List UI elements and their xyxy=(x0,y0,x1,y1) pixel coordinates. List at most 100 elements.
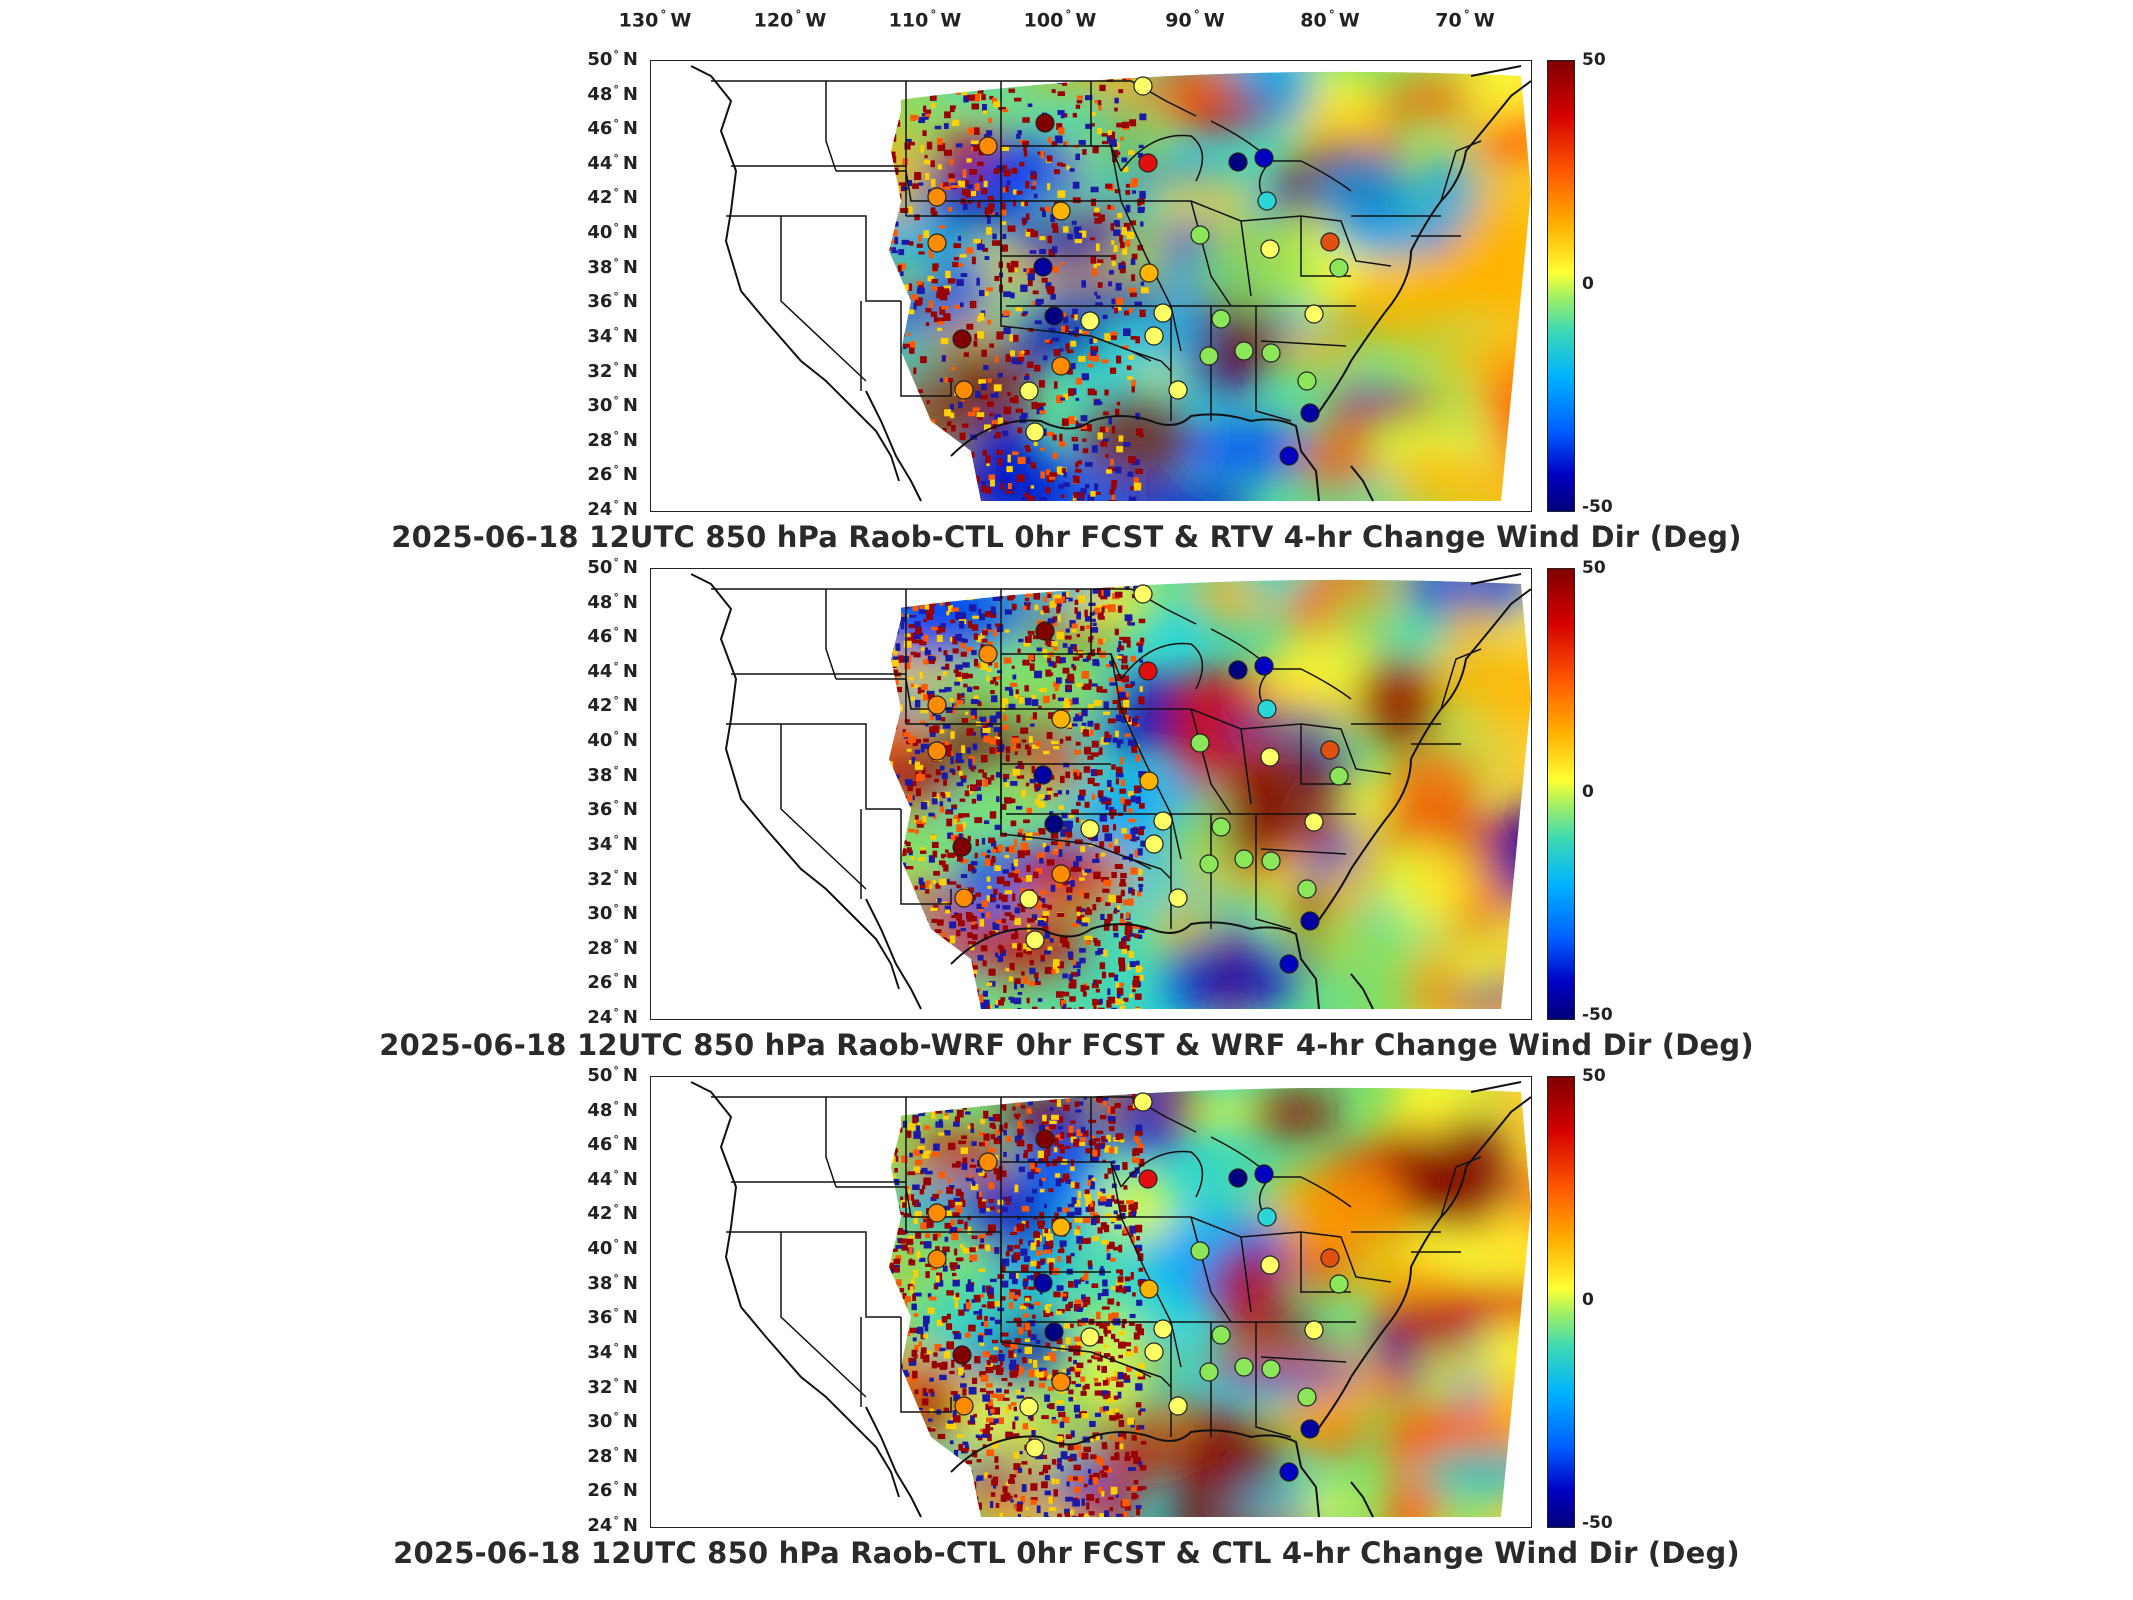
raob-station-marker xyxy=(1254,656,1274,676)
raob-station-marker xyxy=(1234,1357,1254,1377)
raob-station-marker xyxy=(1254,148,1274,168)
raob-station-marker xyxy=(1133,76,1153,96)
lat-label-30-panel-1: 30° N xyxy=(587,394,638,417)
raob-station-marker xyxy=(1138,661,1158,681)
raob-station-marker xyxy=(1234,849,1254,869)
raob-station-marker xyxy=(1138,153,1158,173)
raob-station-marker xyxy=(978,1152,998,1172)
raob-station-marker xyxy=(952,329,972,349)
coastlines xyxy=(690,65,1531,502)
colorbar-3-mid: 0 xyxy=(1582,1290,1594,1310)
colorbar-3-min: -50 xyxy=(1582,1513,1613,1533)
raob-station-marker xyxy=(1033,765,1053,785)
map-svg xyxy=(651,61,1531,511)
raob-station-marker xyxy=(1051,1372,1071,1392)
raob-station-marker xyxy=(1279,954,1299,974)
raob-station-marker xyxy=(1300,1419,1320,1439)
raob-station-marker xyxy=(1025,422,1045,442)
raob-station-marker xyxy=(1260,1255,1280,1275)
raob-station-marker xyxy=(1257,191,1277,211)
lat-label-24-panel-2: 24° N xyxy=(587,1006,638,1028)
raob-station-marker xyxy=(1300,403,1320,423)
lon-label-80: 80 ° W xyxy=(1300,8,1360,32)
raob-station-marker xyxy=(1279,1462,1299,1482)
raob-station-marker xyxy=(1051,709,1071,729)
raob-station-marker xyxy=(1279,446,1299,466)
lon-label-110: 110 ° W xyxy=(888,8,962,32)
raob-station-marker xyxy=(1144,834,1164,854)
raob-station-marker xyxy=(1153,811,1173,831)
raob-station-marker xyxy=(1044,1322,1064,1342)
raob-station-marker xyxy=(1297,371,1317,391)
raob-station-marker xyxy=(1199,1362,1219,1382)
raob-station-marker xyxy=(1199,346,1219,366)
map-panel-2 xyxy=(650,568,1532,1020)
raob-station-marker xyxy=(1320,232,1340,252)
longitude-axis: 130 ° W 120 ° W 110 ° W 100 ° W 90 ° W 80 ° W 70 ° W xyxy=(0,0,2133,40)
lon-label-100: 100 ° W xyxy=(1023,8,1097,32)
raob-station-marker xyxy=(1133,584,1153,604)
lat-label-46-panel-2: 46° N xyxy=(587,625,638,648)
raob-station-marker xyxy=(952,837,972,857)
lat-label-44-panel-1: 44° N xyxy=(587,151,638,174)
raob-station-marker xyxy=(1228,660,1248,680)
colorbar-3 xyxy=(1547,1076,1575,1528)
colorbar-3-max: 50 xyxy=(1582,1066,1606,1086)
lat-label-48-panel-1: 48° N xyxy=(587,82,638,105)
raob-station-marker xyxy=(1304,812,1324,832)
lat-label-42-panel-2: 42° N xyxy=(587,694,638,717)
lon-label-90: 90 ° W xyxy=(1165,8,1225,32)
panel-2-title: 2025-06-18 12UTC 850 hPa Raob-WRF 0hr FC… xyxy=(379,1028,1754,1062)
lat-label-44-panel-3: 44° N xyxy=(587,1167,638,1190)
colorbar-1 xyxy=(1547,60,1575,512)
raob-station-marker xyxy=(1033,1273,1053,1293)
raob-station-marker xyxy=(1019,381,1039,401)
raob-station-marker xyxy=(1138,1169,1158,1189)
raob-station-marker xyxy=(1320,740,1340,760)
raob-station-marker xyxy=(1051,1217,1071,1237)
raob-station-marker xyxy=(1304,304,1324,324)
raob-station-marker xyxy=(1035,621,1055,641)
lat-label-40-panel-2: 40° N xyxy=(587,729,638,752)
lat-label-24-panel-1: 24° N xyxy=(587,498,638,520)
raob-station-marker xyxy=(1211,817,1231,837)
raob-station-marker xyxy=(1190,225,1210,245)
raob-station-marker xyxy=(1025,1438,1045,1458)
raob-station-marker xyxy=(927,233,947,253)
raob-station-marker xyxy=(978,644,998,664)
raob-station-marker xyxy=(1133,1092,1153,1112)
raob-stations xyxy=(927,76,1349,466)
colorbar-2-max: 50 xyxy=(1582,558,1606,578)
state-boundaries xyxy=(711,80,1482,422)
raob-station-marker xyxy=(954,888,974,908)
lat-label-50-panel-2: 50° N xyxy=(587,556,638,578)
raob-station-marker xyxy=(1153,303,1173,323)
raob-station-marker xyxy=(1300,911,1320,931)
map-svg xyxy=(651,1077,1531,1527)
lat-label-26-panel-1: 26° N xyxy=(587,463,638,486)
lat-label-38-panel-2: 38° N xyxy=(587,763,638,786)
raob-station-marker xyxy=(1211,309,1231,329)
raob-station-marker xyxy=(1153,1319,1173,1339)
lat-label-34-panel-2: 34° N xyxy=(587,832,638,855)
raob-station-marker xyxy=(1019,889,1039,909)
raob-station-marker xyxy=(1051,356,1071,376)
lat-label-32-panel-3: 32° N xyxy=(587,1375,638,1398)
raob-station-marker xyxy=(1139,771,1159,791)
lat-label-36-panel-2: 36° N xyxy=(587,798,638,821)
raob-station-marker xyxy=(1139,1279,1159,1299)
lat-label-46-panel-1: 46° N xyxy=(587,117,638,140)
colorbar-1-min: -50 xyxy=(1582,497,1613,517)
no-data-area xyxy=(651,1077,981,1527)
raob-station-marker xyxy=(927,1249,947,1269)
lat-label-40-panel-3: 40° N xyxy=(587,1237,638,1260)
raob-station-marker xyxy=(1297,879,1317,899)
raob-station-marker xyxy=(1304,1320,1324,1340)
raob-station-marker xyxy=(927,187,947,207)
raob-station-marker xyxy=(978,136,998,156)
lat-label-36-panel-1: 36° N xyxy=(587,290,638,313)
lat-label-36-panel-3: 36° N xyxy=(587,1306,638,1329)
lat-label-46-panel-3: 46° N xyxy=(587,1133,638,1156)
coastlines xyxy=(690,1081,1531,1518)
